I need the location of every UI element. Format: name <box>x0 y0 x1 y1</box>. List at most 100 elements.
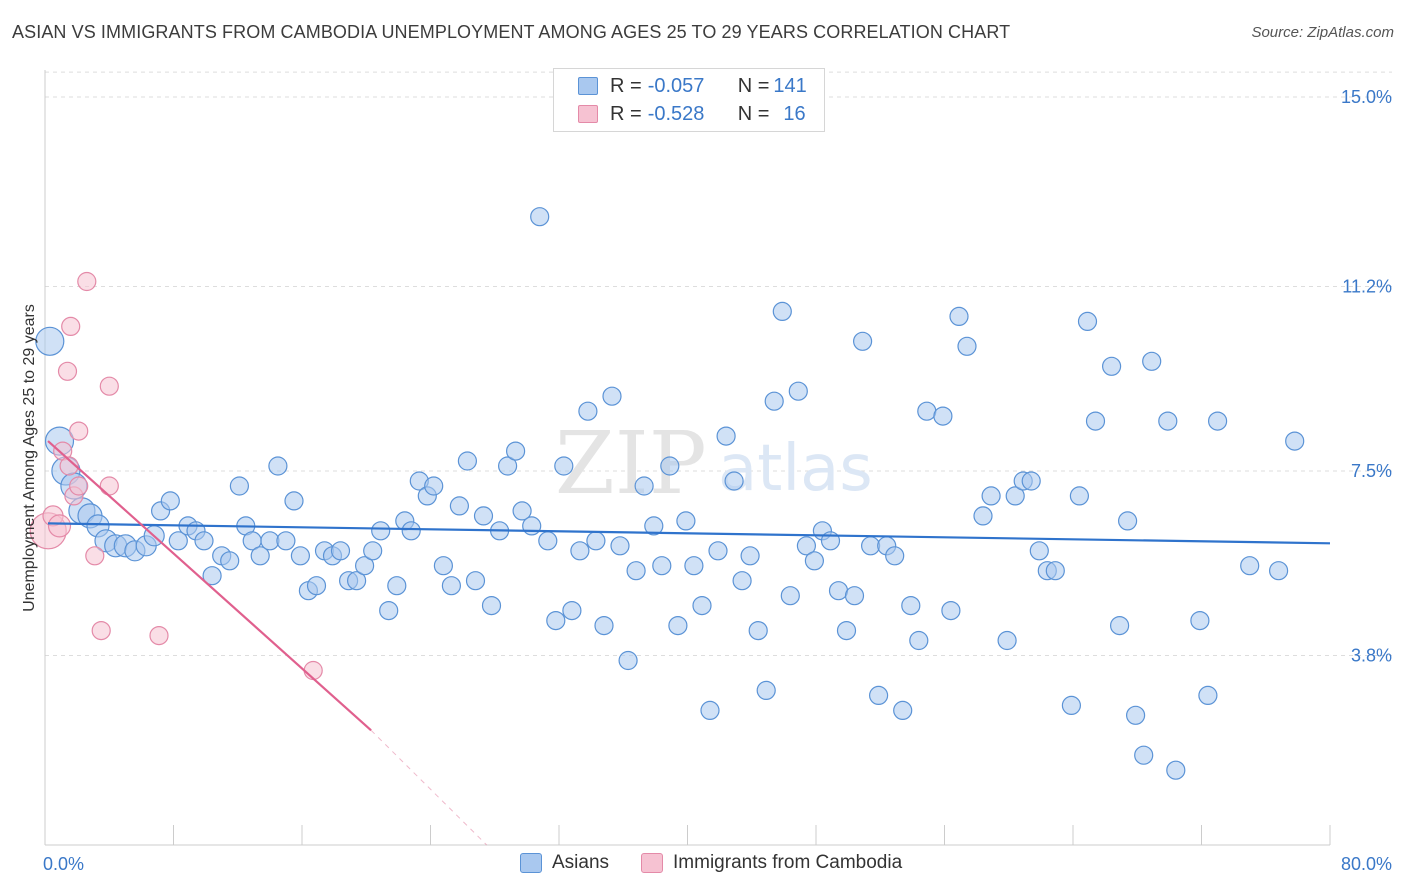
data-point <box>660 456 680 476</box>
data-point <box>836 620 857 641</box>
data-point <box>941 600 961 621</box>
data-point <box>973 506 993 526</box>
data-point <box>1077 311 1098 331</box>
legend-row-cambodia: R = -0.528 N = 16 <box>578 101 806 127</box>
data-point <box>69 421 89 441</box>
data-point <box>772 301 792 321</box>
data-point <box>433 556 453 576</box>
data-point <box>229 476 249 496</box>
y-tick-label: 3.8% <box>1351 646 1392 666</box>
data-point <box>465 571 486 591</box>
data-point <box>59 456 79 476</box>
data-point <box>957 336 977 356</box>
trend-line-cambodia <box>47 440 372 732</box>
data-point <box>586 531 606 551</box>
data-point <box>99 376 119 396</box>
data-point <box>885 546 905 566</box>
data-point <box>441 576 461 596</box>
data-point <box>780 586 800 606</box>
data-point <box>618 650 638 671</box>
data-point <box>1198 685 1218 706</box>
data-point <box>424 476 444 496</box>
legend-swatch-cambodia <box>641 853 664 873</box>
data-point <box>35 326 65 356</box>
data-point <box>626 561 646 581</box>
data-point <box>449 496 469 516</box>
data-point <box>401 521 421 541</box>
data-point <box>748 620 768 641</box>
x-tick-labels: 0.0% 80.0% <box>43 854 1392 874</box>
data-point <box>194 531 214 551</box>
data-point <box>1061 695 1082 716</box>
data-point <box>644 516 664 536</box>
y-tick-labels: 3.8% 7.5% 11.2% 15.0% <box>1341 87 1392 666</box>
y-tick-label: 7.5% <box>1351 461 1392 481</box>
data-point <box>290 546 310 566</box>
data-point <box>804 551 825 571</box>
data-point <box>276 531 296 551</box>
data-point <box>538 531 558 551</box>
legend-swatch-asians <box>578 77 598 95</box>
series-cambodia <box>29 271 323 681</box>
grid-lines <box>45 71 1392 657</box>
data-point <box>303 660 323 681</box>
legend-r-value-asians: -0.057 <box>647 74 705 97</box>
data-point <box>306 576 327 596</box>
data-point <box>47 514 72 538</box>
data-point <box>202 566 222 586</box>
data-point <box>546 610 566 631</box>
series-asians <box>35 207 1305 780</box>
y-tick-label: 15.0% <box>1341 87 1392 107</box>
data-point <box>1069 486 1090 506</box>
data-point <box>1142 351 1162 371</box>
data-point <box>512 501 532 521</box>
data-point <box>1005 486 1025 506</box>
data-point <box>949 306 969 326</box>
data-point <box>716 426 736 446</box>
data-point <box>852 331 873 351</box>
x-tick-label-min: 0.0% <box>43 854 84 874</box>
data-point <box>1085 411 1106 431</box>
data-point <box>1125 705 1146 725</box>
data-point <box>732 571 752 591</box>
data-point <box>788 381 808 401</box>
axes <box>44 70 1331 846</box>
data-point <box>684 556 704 576</box>
data-point <box>268 456 288 476</box>
data-point <box>1285 431 1305 451</box>
data-point <box>99 476 119 496</box>
data-point <box>160 491 180 511</box>
data-point <box>505 441 526 461</box>
data-point <box>355 556 375 576</box>
data-point <box>1166 760 1186 780</box>
data-point <box>149 625 169 646</box>
correlation-legend: R = -0.057 N = 141 R = -0.528 N = 16 <box>553 68 825 132</box>
data-point <box>387 576 407 596</box>
data-point <box>868 685 889 706</box>
legend-n-label: N = <box>737 102 770 125</box>
data-point <box>594 615 614 636</box>
data-point <box>756 680 776 701</box>
data-point <box>1045 561 1065 581</box>
data-point <box>530 207 550 227</box>
data-point <box>498 456 518 476</box>
data-point <box>522 516 542 536</box>
data-point <box>652 556 672 576</box>
watermark-zip: ZIP <box>555 414 707 514</box>
legend-r-label: R = <box>610 74 642 97</box>
data-point <box>379 600 399 621</box>
data-point <box>1029 541 1049 561</box>
legend-n-label: N = <box>737 74 770 97</box>
data-point <box>893 700 913 721</box>
data-point <box>740 546 760 566</box>
trend-line-cambodia-extension <box>370 729 488 846</box>
y-axis-title: Unemployment Among Ages 25 to 29 years <box>21 304 38 612</box>
data-point <box>1101 356 1122 376</box>
data-point <box>69 476 89 496</box>
legend-n-value-asians: 141 <box>773 74 807 97</box>
data-point <box>860 536 881 556</box>
data-point <box>77 271 97 292</box>
legend-r-value-cambodia: -0.528 <box>647 102 705 125</box>
data-point <box>610 536 630 556</box>
data-point <box>1109 615 1130 636</box>
